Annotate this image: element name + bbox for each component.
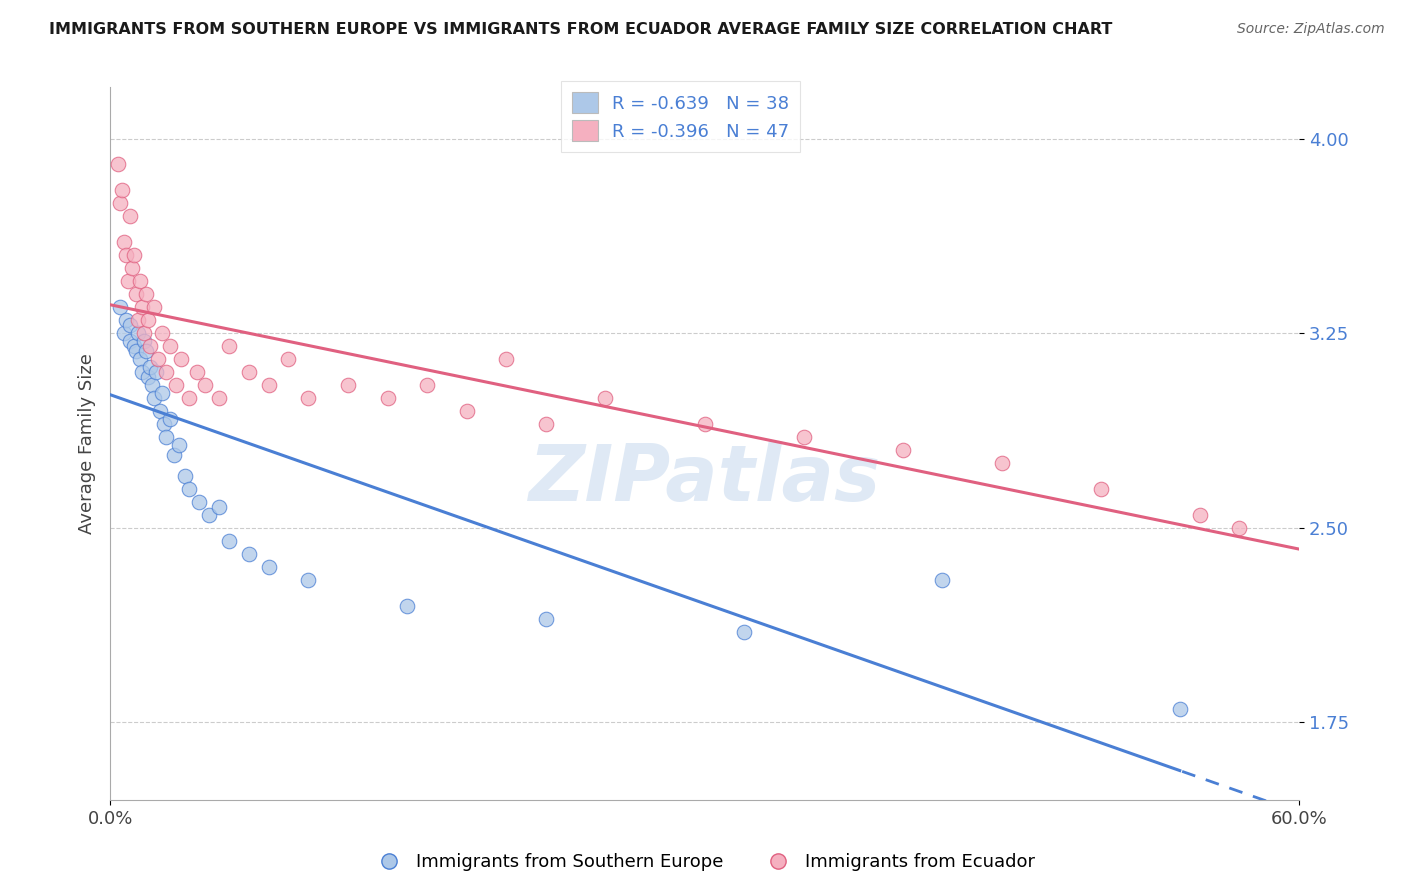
Point bbox=[595, 391, 617, 405]
Point bbox=[336, 378, 359, 392]
Point bbox=[108, 196, 131, 211]
Point bbox=[115, 248, 138, 262]
Point bbox=[179, 391, 201, 405]
Point bbox=[142, 300, 165, 314]
Point bbox=[108, 300, 131, 314]
Y-axis label: Average Family Size: Average Family Size bbox=[79, 353, 96, 533]
Point bbox=[218, 533, 240, 548]
Point bbox=[238, 365, 260, 379]
Point bbox=[495, 352, 517, 367]
Point bbox=[693, 417, 716, 431]
Point bbox=[132, 334, 155, 348]
Point bbox=[139, 359, 162, 374]
Point bbox=[891, 442, 914, 457]
Point bbox=[150, 326, 173, 340]
Point bbox=[149, 404, 172, 418]
Point bbox=[990, 456, 1012, 470]
Point bbox=[142, 391, 165, 405]
Point bbox=[1090, 482, 1112, 496]
Legend: R = -0.639   N = 38, R = -0.396   N = 47: R = -0.639 N = 38, R = -0.396 N = 47 bbox=[561, 81, 800, 152]
Point bbox=[118, 334, 141, 348]
Point bbox=[121, 261, 143, 276]
Point bbox=[194, 378, 217, 392]
Point bbox=[107, 157, 129, 171]
Point bbox=[135, 287, 157, 301]
Point bbox=[174, 468, 197, 483]
Point bbox=[238, 547, 260, 561]
Point bbox=[208, 391, 231, 405]
Point bbox=[257, 378, 280, 392]
Point bbox=[456, 404, 478, 418]
Point bbox=[534, 417, 557, 431]
Legend: Immigrants from Southern Europe, Immigrants from Ecuador: Immigrants from Southern Europe, Immigra… bbox=[364, 847, 1042, 879]
Point bbox=[115, 313, 138, 327]
Point bbox=[208, 500, 231, 514]
Point bbox=[277, 352, 299, 367]
Point bbox=[1188, 508, 1211, 522]
Point bbox=[159, 339, 181, 353]
Point bbox=[534, 611, 557, 625]
Point bbox=[155, 430, 177, 444]
Point bbox=[218, 339, 240, 353]
Point bbox=[198, 508, 221, 522]
Point bbox=[257, 559, 280, 574]
Point bbox=[396, 599, 419, 613]
Point bbox=[128, 352, 150, 367]
Point bbox=[125, 287, 148, 301]
Point bbox=[118, 318, 141, 333]
Point bbox=[1229, 521, 1251, 535]
Point bbox=[297, 391, 319, 405]
Point bbox=[150, 385, 173, 400]
Point bbox=[165, 378, 187, 392]
Point bbox=[141, 378, 163, 392]
Point bbox=[733, 624, 755, 639]
Point bbox=[297, 573, 319, 587]
Point bbox=[159, 411, 181, 425]
Point bbox=[416, 378, 439, 392]
Point bbox=[111, 183, 134, 197]
Point bbox=[146, 352, 169, 367]
Point bbox=[132, 326, 155, 340]
Point bbox=[118, 210, 141, 224]
Point bbox=[128, 274, 150, 288]
Point bbox=[179, 482, 201, 496]
Point bbox=[127, 326, 149, 340]
Point bbox=[131, 365, 153, 379]
Point bbox=[122, 248, 145, 262]
Point bbox=[155, 365, 177, 379]
Text: ZIPatlas: ZIPatlas bbox=[529, 441, 880, 517]
Point bbox=[188, 495, 211, 509]
Point bbox=[136, 370, 159, 384]
Point bbox=[152, 417, 174, 431]
Point bbox=[186, 365, 208, 379]
Point bbox=[122, 339, 145, 353]
Point bbox=[135, 344, 157, 359]
Point bbox=[170, 352, 193, 367]
Point bbox=[145, 365, 167, 379]
Point bbox=[127, 313, 149, 327]
Point bbox=[125, 344, 148, 359]
Point bbox=[169, 438, 191, 452]
Point bbox=[931, 573, 953, 587]
Point bbox=[131, 300, 153, 314]
Point bbox=[112, 235, 135, 250]
Point bbox=[136, 313, 159, 327]
Text: Source: ZipAtlas.com: Source: ZipAtlas.com bbox=[1237, 22, 1385, 37]
Point bbox=[377, 391, 399, 405]
Text: IMMIGRANTS FROM SOUTHERN EUROPE VS IMMIGRANTS FROM ECUADOR AVERAGE FAMILY SIZE C: IMMIGRANTS FROM SOUTHERN EUROPE VS IMMIG… bbox=[49, 22, 1112, 37]
Point bbox=[112, 326, 135, 340]
Point bbox=[139, 339, 162, 353]
Point bbox=[793, 430, 815, 444]
Point bbox=[1168, 702, 1191, 716]
Point bbox=[162, 448, 184, 462]
Point bbox=[117, 274, 139, 288]
